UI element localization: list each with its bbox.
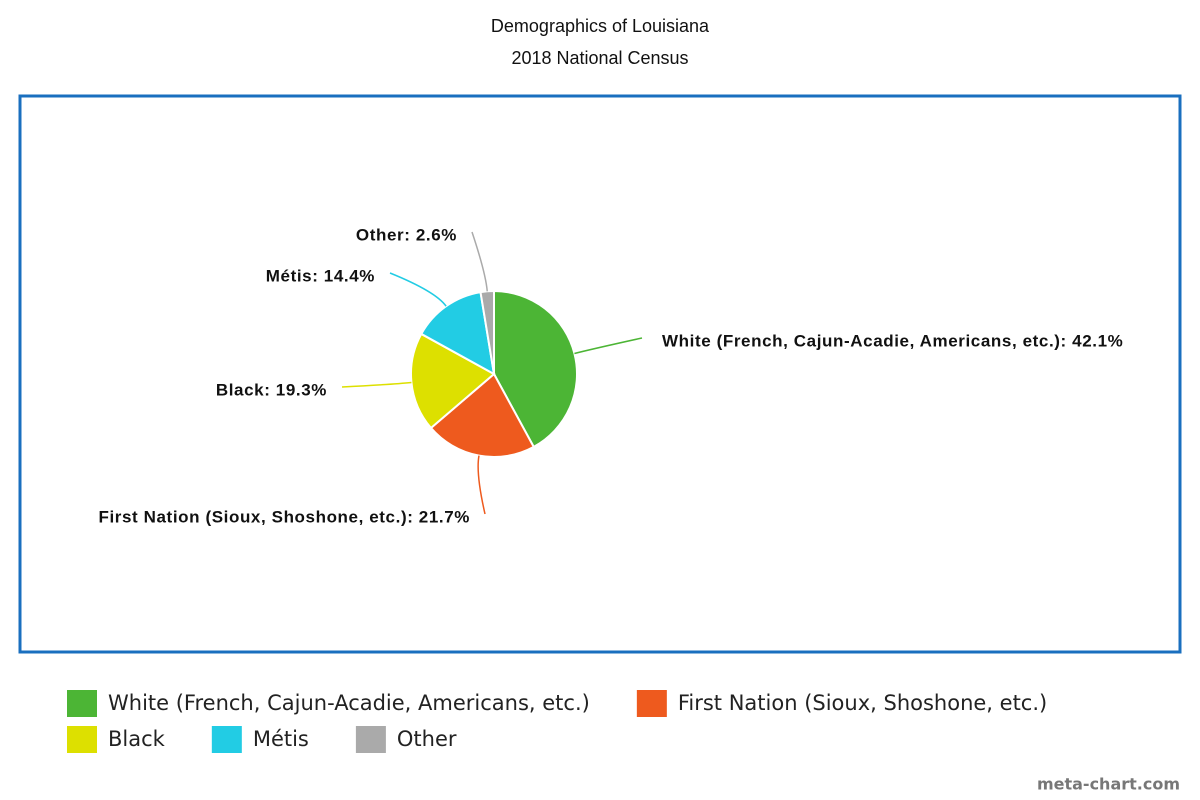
legend-swatch	[636, 690, 667, 717]
legend-swatch	[67, 726, 97, 753]
leader-line	[471, 231, 488, 292]
chart-subtitle: 2018 National Census	[511, 48, 688, 68]
legend-label: First Nation (Sioux, Shoshone, etc.)	[678, 691, 1047, 715]
pie-slice	[493, 289, 578, 449]
leader-line	[389, 272, 447, 307]
leader-line	[477, 455, 486, 515]
slice-label: White (French, Cajun-Acadie, Americans, …	[662, 331, 1123, 350]
legend-swatch	[355, 726, 386, 753]
slice-label: Black: 19.3%	[216, 380, 327, 399]
legend-label: White (French, Cajun-Acadie, Americans, …	[108, 691, 590, 715]
chart-title: Demographics of Louisiana	[491, 16, 710, 36]
slice-label: First Nation (Sioux, Shoshone, etc.): 21…	[98, 507, 470, 526]
legend-swatch	[211, 726, 242, 753]
pie-slice	[479, 289, 495, 375]
legend-label: Other	[397, 727, 457, 751]
legend-label: Black	[108, 727, 166, 751]
slice-label: Métis: 14.4%	[266, 266, 375, 285]
pie-slice	[429, 372, 536, 458]
plot-frame	[18, 94, 1182, 654]
credit: meta-chart.com	[1037, 775, 1180, 794]
slice-label: Other: 2.6%	[356, 225, 457, 244]
legend-label: Métis	[253, 727, 309, 751]
leader-line	[574, 337, 643, 355]
legend-swatch	[67, 690, 97, 717]
leader-line	[341, 381, 412, 388]
